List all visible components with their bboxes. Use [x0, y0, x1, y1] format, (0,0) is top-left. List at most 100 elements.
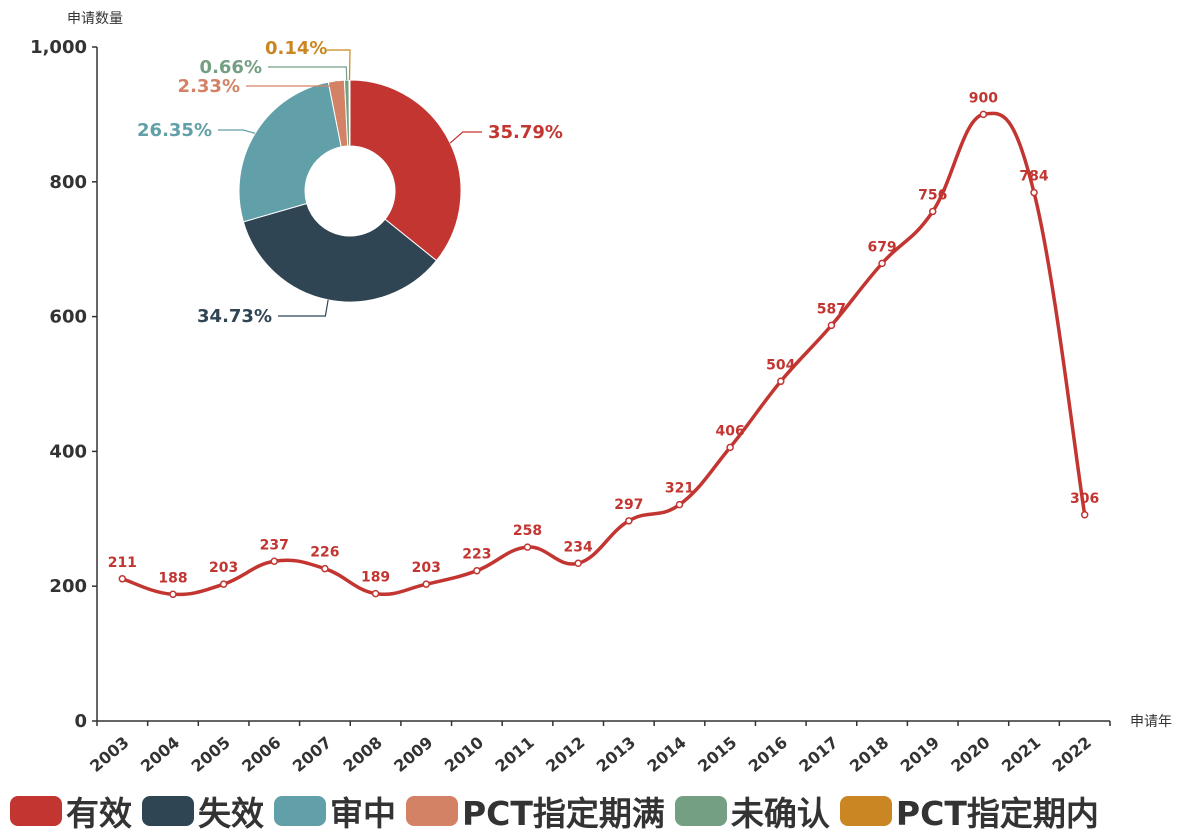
- x-tick-label: 2018: [846, 733, 892, 776]
- x-tick-label: 2017: [795, 733, 841, 776]
- data-label: 234: [564, 539, 593, 555]
- legend-swatch: [142, 796, 194, 826]
- x-tick-label: 2020: [947, 733, 993, 776]
- data-point: [1080, 511, 1089, 519]
- data-point: [118, 575, 127, 583]
- y-axis-title: 申请数量: [67, 11, 123, 27]
- pie-leader-line: [246, 80, 337, 87]
- data-point: [979, 110, 988, 119]
- pie-slice: [242, 202, 438, 303]
- data-point: [1030, 188, 1038, 197]
- legend-item[interactable]: 审中: [274, 787, 396, 835]
- data-label: 587: [817, 301, 846, 317]
- legend-label: 未确认: [730, 794, 830, 833]
- x-tick-label: 2015: [694, 733, 740, 776]
- legend-swatch: [10, 796, 62, 826]
- series-line: [121, 111, 1087, 597]
- legend-item[interactable]: 未确认: [674, 787, 830, 835]
- pie-label: 0.14%: [265, 38, 327, 59]
- pie-leader-line: [327, 49, 351, 81]
- legend-item[interactable]: PCT指定期满: [406, 787, 665, 835]
- data-point: [827, 321, 836, 330]
- x-tick-label: 2016: [745, 733, 791, 776]
- data-label: 189: [361, 570, 390, 586]
- data-point: [270, 557, 279, 566]
- x-tick-label: 2008: [340, 733, 386, 776]
- pie-label: 2.33%: [178, 76, 240, 97]
- data-label: 223: [462, 547, 491, 563]
- legend-item[interactable]: 有效: [10, 787, 132, 835]
- legend-item[interactable]: 失效: [142, 787, 264, 835]
- y-tick-label: 200: [49, 576, 87, 597]
- x-tick-label: 2005: [188, 733, 234, 776]
- data-point: [675, 500, 684, 509]
- legend-label: PCT指定期满: [462, 794, 665, 833]
- data-label: 756: [918, 187, 947, 203]
- y-tick-label: 600: [49, 307, 87, 328]
- data-label: 203: [209, 560, 238, 576]
- y-tick-label: 800: [49, 172, 87, 193]
- x-tick-label: 2012: [542, 733, 588, 776]
- data-point: [422, 580, 430, 588]
- pie-label: 34.73%: [197, 306, 272, 327]
- data-label: 203: [412, 560, 441, 576]
- x-tick-label: 2006: [238, 733, 284, 776]
- x-tick-label: 2013: [593, 733, 639, 776]
- x-tick-label: 2007: [289, 733, 335, 776]
- data-label: 900: [969, 90, 998, 106]
- data-label: 306: [1070, 491, 1099, 507]
- y-tick-label: 0: [74, 711, 87, 732]
- x-tick-label: 2021: [998, 733, 1044, 776]
- legend-swatch: [839, 796, 892, 826]
- data-label: 504: [766, 357, 795, 373]
- data-point: [574, 559, 582, 568]
- pie-leader-line: [278, 299, 329, 317]
- x-tick-label: 2019: [897, 733, 943, 776]
- data-label: 784: [1019, 169, 1048, 185]
- pie-leader-line: [449, 131, 482, 144]
- pie-slice: [348, 79, 351, 147]
- legend: 有效 失效 审中 PCT指定期满 未确认 PCT指定期内: [10, 786, 1200, 836]
- data-label: 258: [513, 523, 542, 539]
- legend-swatch: [406, 796, 458, 826]
- data-point: [878, 259, 886, 268]
- data-point: [625, 517, 633, 525]
- x-tick-label: 2010: [441, 733, 487, 776]
- data-point: [726, 443, 734, 452]
- x-tick-label: 2004: [137, 733, 183, 776]
- data-point: [473, 566, 481, 575]
- legend-label: 有效: [66, 794, 132, 833]
- data-point: [523, 543, 532, 551]
- legend-label: 失效: [198, 794, 264, 833]
- pie-label: 0.66%: [200, 57, 262, 78]
- legend-label: PCT指定期内: [895, 794, 1099, 833]
- pie-label: 26.35%: [137, 120, 212, 141]
- x-tick-label: 2011: [491, 733, 537, 776]
- data-point: [777, 377, 785, 386]
- legend-swatch: [674, 796, 727, 826]
- pie-slice: [349, 79, 462, 262]
- legend-label: 审中: [330, 794, 396, 833]
- data-label: 226: [310, 545, 339, 561]
- data-label: 679: [867, 239, 896, 255]
- pie-leader-line: [268, 66, 348, 81]
- data-label: 188: [158, 570, 187, 586]
- data-label: 297: [614, 497, 643, 513]
- data-label: 237: [260, 537, 289, 553]
- x-tick-label: 2003: [86, 733, 132, 776]
- data-point: [219, 580, 228, 588]
- x-tick-label: 2014: [643, 733, 689, 776]
- data-point: [321, 564, 329, 573]
- pie-label: 35.79%: [488, 122, 563, 143]
- data-point: [371, 589, 380, 598]
- data-point: [169, 590, 177, 599]
- data-point: [928, 207, 937, 216]
- legend-item[interactable]: PCT指定期内: [839, 787, 1099, 835]
- pie-slice: [238, 81, 342, 223]
- data-label: 211: [108, 555, 137, 571]
- y-tick-label: 400: [49, 441, 87, 462]
- data-label: 321: [665, 481, 694, 497]
- x-tick-label: 2022: [1049, 733, 1095, 776]
- legend-swatch: [274, 796, 326, 826]
